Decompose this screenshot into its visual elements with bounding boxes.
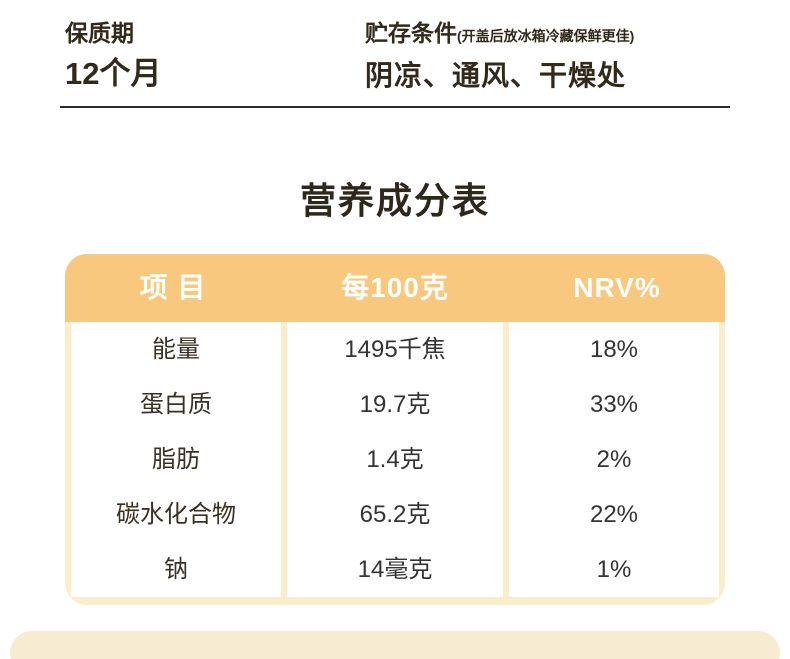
- nutrition-table: 项 目 每100克 NRV% 能量 1495千焦 18% 蛋白质 19.7克 3…: [65, 254, 725, 605]
- table-cell-nrv: 1%: [509, 542, 719, 597]
- header-item-column: 项 目: [139, 272, 207, 303]
- table-cell-item: 蛋白质: [71, 377, 281, 432]
- storage-value: 阴凉、通风、干燥处: [365, 60, 627, 91]
- storage-note: (开盖后放冰箱冷藏保鲜更佳): [457, 28, 635, 44]
- table-cell-nrv: 22%: [509, 487, 719, 542]
- table-cell-nrv: 33%: [509, 377, 719, 432]
- shelf-life-label: 保质期: [65, 20, 134, 46]
- nutrition-title: 营养成分表: [299, 180, 490, 221]
- table-cell-item: 钠: [71, 542, 281, 597]
- table-cell-item: 碳水化合物: [71, 487, 281, 542]
- header-nrv-column: NRV%: [573, 272, 661, 303]
- storage-label-row: 贮存条件(开盖后放冰箱冷藏保鲜更佳): [365, 18, 730, 52]
- header-per100g-column: 每100克: [341, 272, 449, 303]
- table-cell-nrv: 2%: [509, 432, 719, 487]
- storage-block: 贮存条件(开盖后放冰箱冷藏保鲜更佳) 阴凉、通风、干燥处: [365, 18, 730, 94]
- table-header-row: 项 目 每100克 NRV%: [65, 254, 725, 322]
- top-info-section: 保质期 12个月 贮存条件(开盖后放冰箱冷藏保鲜更佳) 阴凉、通风、干燥处: [0, 0, 790, 94]
- table-cell-nrv: 18%: [509, 322, 719, 377]
- storage-label: 贮存条件: [365, 20, 457, 46]
- table-cell-item: 脂肪: [71, 432, 281, 487]
- shelf-life-block: 保质期 12个月: [65, 18, 365, 92]
- footer-bar: [10, 631, 780, 659]
- table-cell-per100g: 65.2克: [287, 487, 503, 542]
- section-divider: [60, 106, 730, 108]
- table-cell-per100g: 1.4克: [287, 432, 503, 487]
- table-cell-per100g: 1495千焦: [287, 322, 503, 377]
- table-cell-per100g: 14毫克: [287, 542, 503, 597]
- shelf-life-value: 12个月: [65, 56, 162, 91]
- table-body: 能量 1495千焦 18% 蛋白质 19.7克 33% 脂肪 1.4克 2% 碳…: [65, 322, 725, 605]
- table-cell-per100g: 19.7克: [287, 377, 503, 432]
- table-cell-item: 能量: [71, 322, 281, 377]
